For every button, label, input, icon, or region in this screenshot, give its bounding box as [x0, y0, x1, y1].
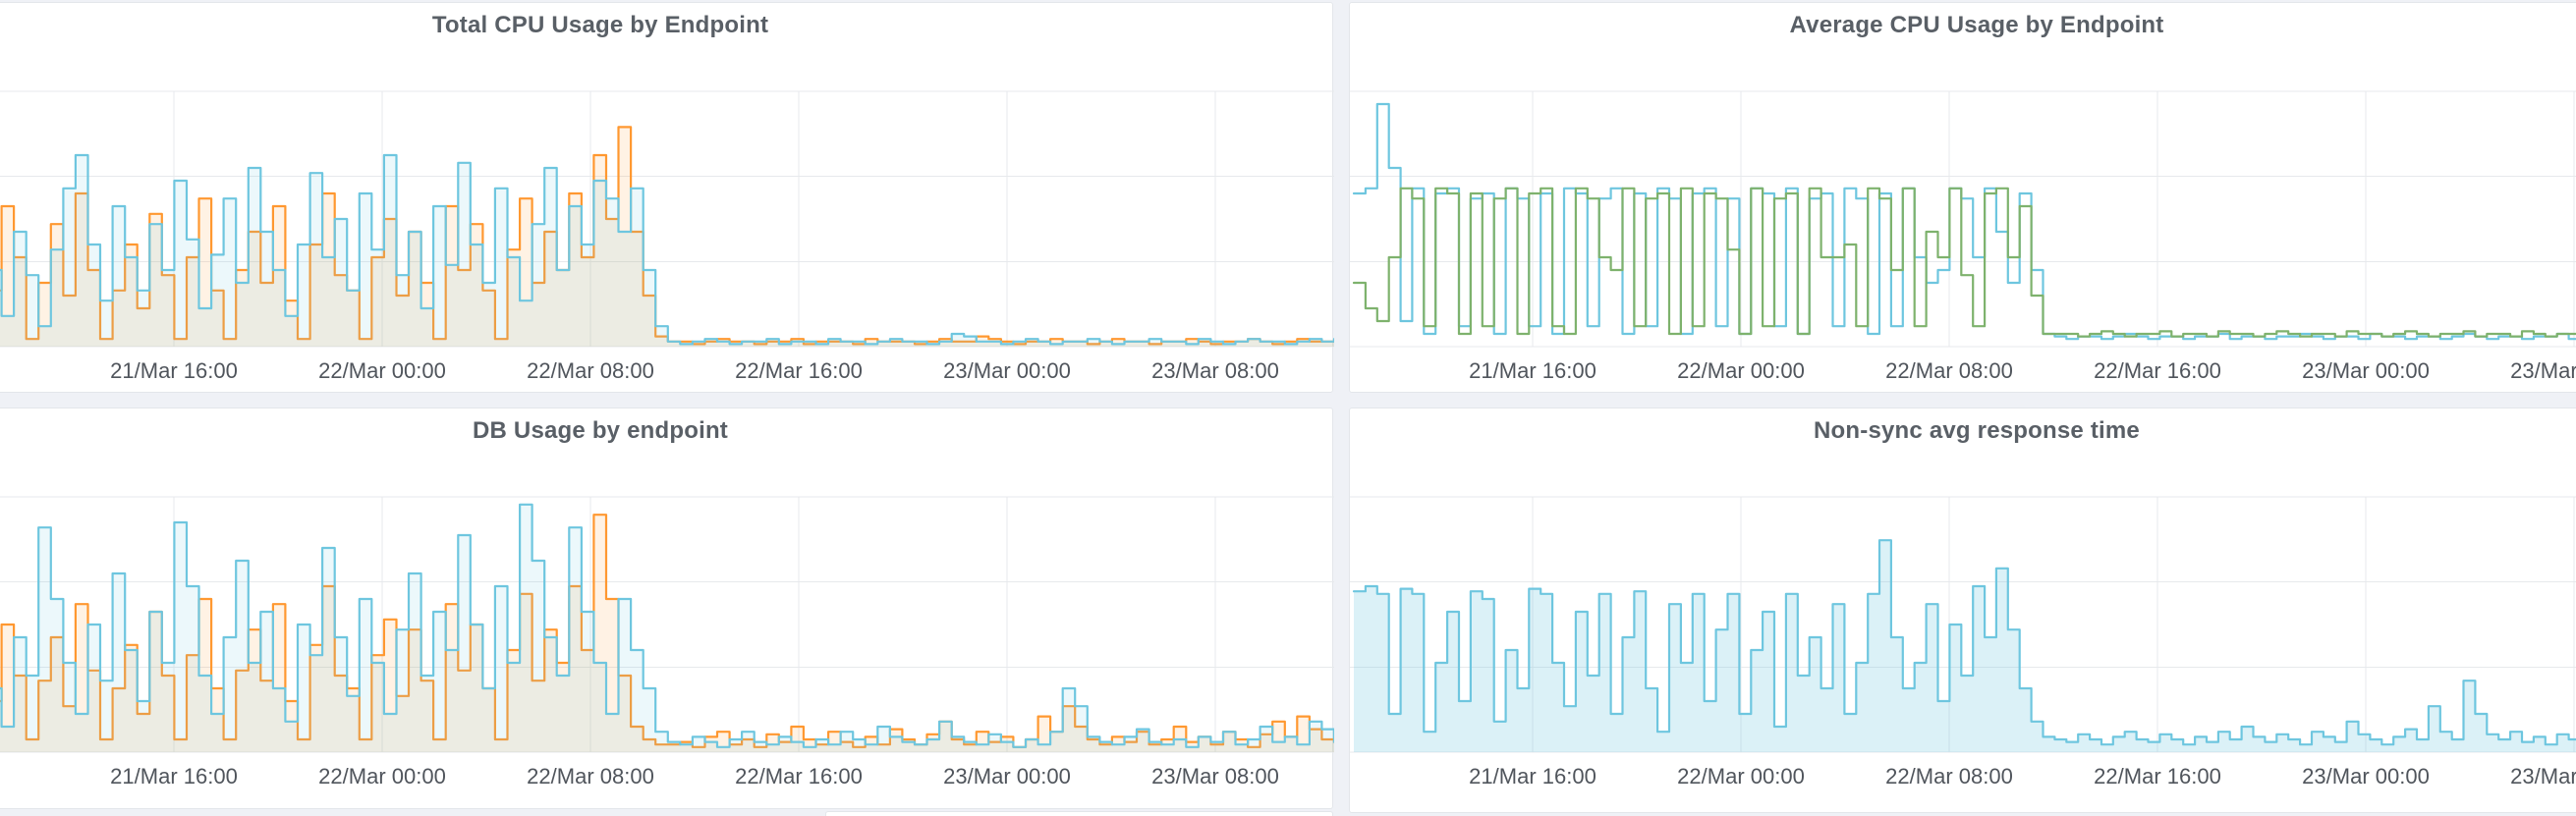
series-fill-avg-response-time	[1354, 540, 2576, 752]
average-cpu-usage-chart[interactable]	[1350, 40, 2576, 364]
series-line-orange-endpoint	[0, 514, 1334, 748]
series-line-avg-response-time	[1352, 539, 2576, 746]
x-tick: 22/Mar 00:00	[1677, 764, 1805, 789]
x-tick: 22/Mar 16:00	[2094, 764, 2221, 789]
panel-title[interactable]: Total CPU Usage by Endpoint	[431, 12, 769, 38]
series-fill-light-blue-endpoint	[0, 155, 1334, 347]
panel-total-cpu-usage: Total CPU Usage by Endpoint 21/Mar 16:00…	[0, 2, 1334, 393]
x-tick: 23/Mar 00:00	[943, 358, 1071, 383]
x-tick: 22/Mar 00:00	[318, 358, 446, 383]
x-tick: 22/Mar 08:00	[527, 358, 654, 383]
series-fill-light-blue-endpoint	[0, 504, 1334, 752]
series-line-light-blue-endpoint	[0, 153, 1334, 346]
series-line-orange-endpoint	[0, 126, 1334, 346]
panel-title[interactable]: DB Usage by endpoint	[472, 417, 729, 444]
series-fill-orange-endpoint	[0, 515, 1334, 752]
x-tick: 23/Mar 08:00	[1151, 358, 1279, 383]
series-fill-orange-endpoint	[0, 127, 1334, 347]
next-row-panel-top-edge	[825, 811, 1333, 816]
x-tick: 23/Mar 08:00	[2510, 358, 2576, 383]
panel-average-cpu-usage: Average CPU Usage by Endpoint 21/Mar 16:…	[1349, 2, 2576, 393]
x-tick: 22/Mar 00:00	[1677, 358, 1805, 383]
series-line-green-endpoint	[1352, 187, 2576, 338]
x-tick: 21/Mar 16:00	[110, 764, 238, 789]
x-tick: 22/Mar 08:00	[1885, 764, 2013, 789]
panel-db-usage: DB Usage by endpoint 21/Mar 16:00 22/Mar …	[0, 408, 1334, 809]
x-tick: 22/Mar 00:00	[318, 764, 446, 789]
x-tick: 21/Mar 16:00	[1469, 358, 1596, 383]
x-tick: 23/Mar 08:00	[1151, 764, 1279, 789]
non-sync-response-time-chart[interactable]	[1350, 446, 2576, 770]
x-tick: 22/Mar 08:00	[1885, 358, 2013, 383]
total-cpu-usage-chart[interactable]	[0, 40, 1334, 364]
panel-non-sync-response-time: Non-sync avg response time 21/Mar 16:00 2…	[1349, 408, 2576, 813]
db-usage-chart[interactable]	[0, 446, 1334, 770]
series-line-light-blue-endpoint	[1352, 102, 2576, 341]
x-tick: 21/Mar 16:00	[110, 358, 238, 383]
panel-title[interactable]: Non-sync avg response time	[1814, 417, 2140, 444]
x-tick: 23/Mar 08:00	[2510, 764, 2576, 789]
x-tick: 21/Mar 16:00	[1469, 764, 1596, 789]
panel-title[interactable]: Average CPU Usage by Endpoint	[1789, 12, 2164, 38]
x-tick: 23/Mar 00:00	[2302, 358, 2430, 383]
x-tick: 22/Mar 16:00	[735, 764, 863, 789]
x-tick: 22/Mar 08:00	[527, 764, 654, 789]
x-tick: 22/Mar 16:00	[735, 358, 863, 383]
x-tick: 23/Mar 00:00	[2302, 764, 2430, 789]
series-line-light-blue-endpoint	[0, 503, 1334, 748]
x-tick: 22/Mar 16:00	[2094, 358, 2221, 383]
x-tick: 23/Mar 00:00	[943, 764, 1071, 789]
